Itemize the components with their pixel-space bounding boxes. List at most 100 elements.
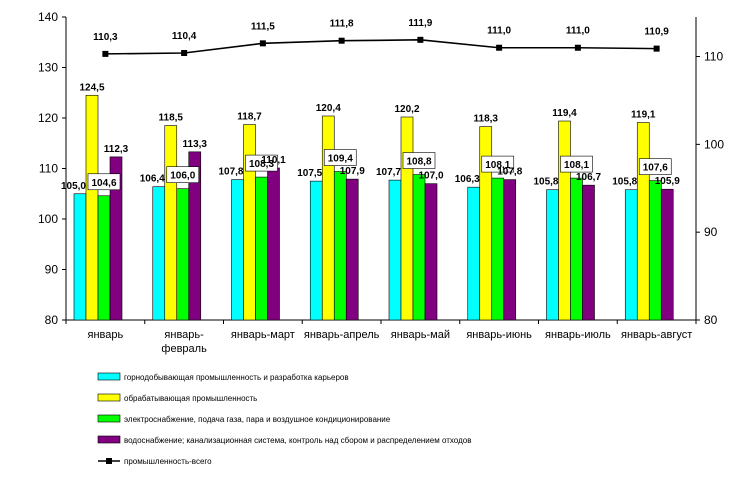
data-label-s2-5: 108,1 (485, 160, 510, 171)
y-right-tick-label: 80 (704, 313, 718, 327)
bar-s0-6 (546, 189, 559, 321)
bar-s1-0 (85, 94, 99, 321)
total-line: 110,3 110,4 111,5 111,8 111,9 111,0 111,0 110,9 (93, 18, 669, 57)
x-tick-label: январь-май (391, 329, 450, 341)
data-label-s3-0: 112,3 (104, 144, 129, 155)
total-line-marker-2 (259, 40, 266, 47)
bar-s1-3 (321, 115, 335, 321)
bar-s2-1 (176, 188, 190, 321)
total-line-label-7: 110,9 (644, 27, 669, 38)
data-label-s1-6: 119,4 (552, 108, 577, 119)
total-line-label-2: 111,5 (251, 21, 275, 32)
x-tick-label: январь-апрель (304, 329, 380, 341)
total-line-marker-0 (102, 50, 109, 57)
data-label-box-s2-2 (245, 154, 278, 172)
legend-marker-4 (106, 458, 112, 464)
data-label-s0-4: 107,7 (376, 167, 401, 178)
y-left-tick-label: 140 (38, 10, 58, 24)
data-label-s1-2: 118,7 (237, 112, 262, 123)
bar-s2-0 (97, 195, 111, 321)
bar-s0-3 (309, 180, 323, 321)
data-label-s0-5: 106,3 (455, 174, 480, 185)
x-tick-label: январь (88, 329, 124, 341)
x-tick-label: январь-февраль (161, 329, 207, 355)
data-label-s2-3: 109,4 (328, 154, 353, 165)
data-label-box-s2-7 (638, 158, 672, 175)
axes: 80 90 100 110 120 130 140 80 90 100 110 январь январ… (38, 10, 724, 355)
x-tick-label: январь-июль (545, 329, 611, 341)
total-line-marker-7 (653, 45, 660, 52)
data-label-s2-4: 108,8 (406, 157, 431, 168)
bar-s2-2 (255, 176, 268, 321)
total-line-path (105, 39, 657, 55)
data-label-s1-0: 124,5 (79, 82, 104, 93)
data-label-s2-7: 107,6 (643, 163, 668, 174)
data-label-s0-0: 105,0 (61, 181, 86, 192)
x-tick-label: январь-июнь (466, 329, 532, 341)
y-right-tick-label: 110 (704, 50, 723, 64)
data-label-s3-4: 107,0 (418, 171, 443, 182)
total-line-label-3: 111,8 (330, 19, 354, 30)
y-left-tick-label: 130 (38, 61, 58, 75)
legend-label-3: водоснабжение; канализационная система, … (124, 436, 471, 445)
bars (73, 94, 674, 321)
data-label-s3-7: 105,9 (655, 176, 680, 187)
bar-s3-6 (582, 184, 595, 321)
bar-s3-7 (660, 188, 674, 321)
x-tick-label: январь-август (621, 329, 692, 341)
data-label-s1-1: 118,5 (159, 113, 184, 124)
legend: горнодобывающая промышленность и разрабо… (97, 372, 471, 466)
bar-s1-5 (479, 126, 493, 321)
data-label-s0-1: 106,4 (140, 174, 165, 185)
data-label-s0-2: 107,8 (218, 167, 243, 178)
legend-label-1: обрабатывающая промышленность (124, 394, 257, 403)
data-label-box-s2-3 (323, 149, 357, 166)
data-label-s1-7: 119,1 (631, 110, 656, 121)
total-line-label-6: 111,0 (566, 26, 590, 37)
bar-s2-4 (412, 174, 426, 321)
data-label-s2-0: 104,6 (91, 178, 116, 189)
total-line-marker-6 (574, 44, 581, 51)
bar-s3-5 (503, 179, 517, 321)
data-label-box-s2-4 (402, 152, 436, 169)
total-line-marker-5 (496, 44, 503, 51)
data-label-s1-5: 118,3 (474, 114, 499, 125)
data-label-s0-7: 105,8 (612, 177, 637, 188)
legend-swatch-0 (97, 372, 121, 381)
y-left-tick-label: 90 (45, 263, 59, 277)
y-right-tick-label: 100 (704, 137, 724, 151)
data-label-s3-6: 106,7 (576, 172, 601, 183)
data-label-box-s2-0 (87, 173, 121, 191)
y-left-tick-label: 110 (39, 162, 58, 176)
bar-s0-1 (152, 186, 166, 321)
bar-s2-3 (333, 171, 347, 321)
data-label-s1-4: 120,2 (394, 104, 419, 115)
data-label-s3-5: 107,8 (497, 167, 522, 178)
legend-swatch-2 (97, 414, 121, 423)
bar-s2-6 (570, 177, 583, 321)
bar-s3-1 (188, 151, 202, 321)
data-label-s3-1: 113,3 (183, 139, 208, 150)
data-label-box-s2-5 (481, 155, 515, 173)
bar-s1-4 (400, 116, 414, 321)
bar-s1-2 (243, 124, 256, 321)
data-label-s2-2: 108,3 (249, 159, 274, 170)
bar-s1-6 (558, 120, 571, 321)
y-right-tick-label: 90 (704, 225, 718, 239)
legend-label-4: промышленность-всего (124, 457, 212, 466)
data-label-s0-6: 105,8 (533, 177, 558, 188)
data-labels: 105,0 106,4 107,8 107,5 107,7 106,3 105,8 105,8… (61, 82, 680, 191)
data-label-s1-3: 120,4 (316, 103, 341, 114)
data-label-s2-6: 108,1 (564, 160, 589, 171)
bar-s0-4 (388, 179, 402, 321)
data-label-s3-2: 110,1 (261, 155, 286, 166)
legend-swatch-3 (97, 435, 121, 444)
data-label-s0-3: 107,5 (297, 168, 322, 179)
bar-s2-5 (491, 177, 505, 321)
data-label-s2-1: 106,0 (170, 171, 195, 182)
y-left-tick-label: 100 (38, 212, 58, 226)
total-line-label-5: 111,0 (487, 26, 511, 37)
legend-swatch-1 (97, 393, 121, 402)
bar-s1-1 (164, 125, 178, 321)
